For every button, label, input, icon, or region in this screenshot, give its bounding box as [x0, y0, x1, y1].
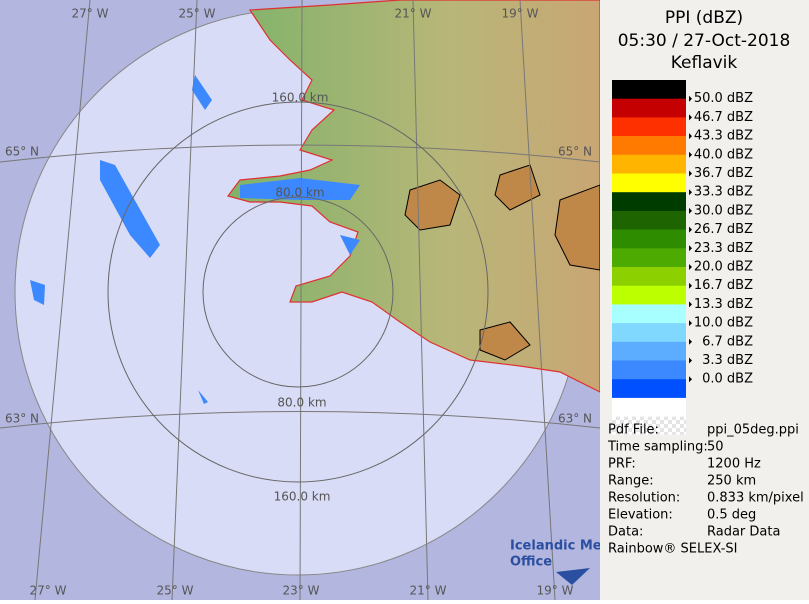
legend-tick — [689, 133, 692, 140]
logo-text: Icelandic Met — [510, 539, 608, 554]
legend-tick — [689, 151, 692, 158]
legend-tick — [689, 207, 692, 214]
range-label: 160.0 km — [274, 490, 331, 504]
lat-label: 65° N — [5, 145, 39, 159]
legend-tick — [689, 170, 692, 177]
legend-swatch — [612, 229, 686, 249]
legend-label: 50.0 dBZ — [694, 91, 753, 106]
legend-tick — [689, 338, 692, 345]
legend-tick — [689, 226, 692, 233]
legend-swatch — [612, 210, 686, 230]
info-key: Time sampling: — [607, 440, 708, 455]
legend-label: 13.3 dBZ — [694, 297, 753, 312]
legend: 50.0 dBZ 46.7 dBZ 43.3 dBZ 40.0 dBZ 36.7 dBZ… — [612, 80, 753, 435]
legend-swatch — [612, 379, 686, 399]
legend-label: 23.3 dBZ — [694, 241, 753, 256]
info-value: ppi_05deg.ppi — [707, 423, 799, 438]
legend-label: 30.0 dBZ — [694, 203, 753, 218]
lon-label: 21° W — [410, 584, 447, 598]
lon-label: 19° W — [502, 7, 539, 21]
legend-swatch — [612, 98, 686, 118]
range-label: 160.0 km — [272, 91, 329, 105]
datetime: 05:30 / 27-Oct-2018 — [618, 31, 791, 51]
legend-label: 36.7 dBZ — [694, 166, 753, 181]
legend-swatch — [612, 360, 686, 380]
graticule — [0, 0, 600, 600]
info-key: Pdf File: — [608, 423, 659, 438]
site: Keflavik — [671, 53, 738, 73]
legend-label: 26.7 dBZ — [694, 222, 753, 237]
legend-label: 0.0 dBZ — [702, 372, 753, 387]
info-value: 1200 Hz — [707, 457, 761, 472]
legend-swatch — [612, 154, 686, 174]
info-key: Resolution: — [608, 491, 680, 506]
lon-label: 19° W — [537, 584, 574, 598]
legend-swatch — [612, 341, 686, 361]
lon-label: 27° W — [72, 7, 109, 21]
lat-label: 63° N — [5, 412, 39, 426]
info-key: Elevation: — [608, 508, 673, 523]
legend-swatch — [612, 397, 686, 417]
lat-label: 65° N — [558, 145, 592, 159]
lon-label: 25° W — [179, 7, 216, 21]
legend-label: 43.3 dBZ — [694, 129, 753, 144]
legend-tick — [689, 357, 692, 364]
info-value: 250 km — [707, 474, 756, 489]
title: PPI (dBZ) — [665, 8, 743, 28]
legend-tick — [689, 264, 692, 270]
legend-swatch — [612, 173, 686, 193]
legend-swatch — [612, 117, 686, 137]
legend-swatch — [612, 267, 686, 286]
legend-tick — [689, 189, 692, 196]
info-value: 0.5 deg — [707, 508, 756, 523]
legend-swatch — [612, 285, 686, 305]
legend-swatch — [612, 304, 686, 324]
info-table: Pdf File: ppi_05deg.ppi Time sampling: 50 PR… — [607, 423, 804, 540]
legend-label: 16.7 dBZ — [694, 278, 753, 293]
legend-tick — [689, 376, 692, 383]
legend-tick — [689, 95, 692, 102]
range-label: 80.0 km — [275, 186, 324, 200]
legend-swatch — [612, 136, 686, 156]
legend-label: 46.7 dBZ — [694, 110, 753, 125]
lon-label: 21° W — [395, 7, 432, 21]
legend-label: 33.3 dBZ — [694, 185, 753, 200]
lat-label: 63° N — [558, 412, 592, 426]
legend-swatch — [612, 248, 686, 268]
info-key: Data: — [608, 525, 643, 540]
lon-label: 23° W — [283, 584, 320, 598]
legend-tick — [689, 301, 692, 308]
glacier — [404, 164, 600, 361]
legend-label: 40.0 dBZ — [694, 147, 753, 162]
info-value: 50 — [707, 440, 724, 455]
lon-label: 27° W — [30, 584, 67, 598]
logo-icon — [556, 568, 590, 585]
legend-swatch — [612, 323, 686, 343]
legend-tick — [689, 245, 692, 252]
lon-label: 25° W — [157, 584, 194, 598]
range-label: 80.0 km — [277, 396, 326, 410]
info-key: Range: — [608, 474, 654, 489]
info-value: Radar Data — [707, 525, 780, 540]
legend-label: 10.0 dBZ — [694, 316, 753, 331]
map: 27° W 25° W 21° W 19° W 27° W 25° W 23° … — [0, 0, 608, 600]
info-value: 0.833 km/pixel — [707, 491, 804, 506]
logo-text: Office — [510, 555, 552, 570]
legend-tick — [689, 282, 692, 289]
legend-swatch — [612, 80, 686, 99]
legend-swatch — [612, 416, 686, 435]
legend-label: 3.3 dBZ — [702, 353, 753, 368]
footer: Rainbow® SELEX-SI — [608, 542, 738, 557]
range-rings — [107, 101, 489, 483]
legend-tick — [689, 114, 692, 121]
info-key: PRF: — [608, 457, 636, 472]
legend-swatch — [612, 192, 686, 212]
legend-label: 20.0 dBZ — [694, 260, 753, 275]
legend-label: 6.7 dBZ — [702, 334, 753, 349]
legend-tick — [689, 320, 692, 327]
